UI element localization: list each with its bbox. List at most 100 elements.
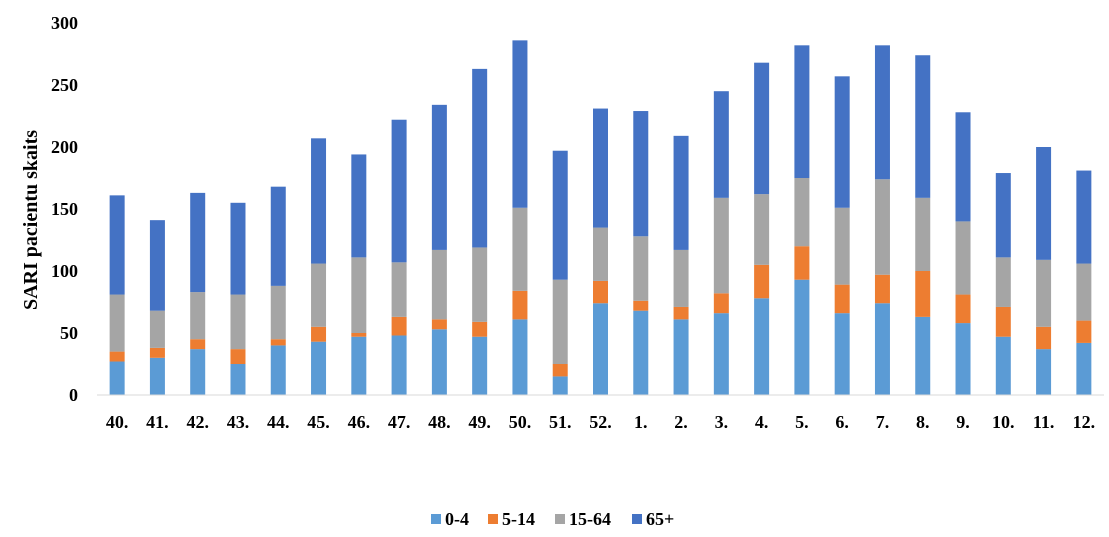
bar-segment-65+ xyxy=(593,108,608,228)
bar-segment-65+ xyxy=(552,150,568,280)
bar-segment-65+ xyxy=(109,195,125,295)
bar-segment-65+ xyxy=(190,192,206,293)
bar-segment-5-14 xyxy=(431,319,447,330)
x-axis-ticks: 40. 41. 42. 43. 44. 45. 46. 47. 48. 49. 50. 51. 52. 1… xyxy=(106,412,1095,432)
bar-segment-5-14 xyxy=(874,274,890,304)
bar-segment-5-14 xyxy=(834,284,850,314)
bar-segment-65+ xyxy=(713,91,729,198)
x-tick-label: 42. xyxy=(186,412,209,432)
bar-segment-65+ xyxy=(311,138,327,264)
x-tick-label: 48. xyxy=(428,412,451,432)
bar-segment-0-4 xyxy=(149,357,165,395)
legend: 0-4 5-14 15-64 65+ xyxy=(431,509,674,529)
bar-segment-5-14 xyxy=(391,316,407,336)
bar-segment-5-14 xyxy=(754,264,770,299)
bar-segment-5-14 xyxy=(713,293,729,314)
bar-segment-5-14 xyxy=(472,321,488,337)
legend-label: 0-4 xyxy=(445,509,469,529)
bar-segment-5-14 xyxy=(673,306,689,320)
bar-segment-0-4 xyxy=(713,313,729,395)
bar-segment-15-64 xyxy=(1036,259,1052,327)
bar-segment-65+ xyxy=(633,111,649,237)
bar-segment-0-4 xyxy=(230,364,246,395)
x-tick-label: 10. xyxy=(992,412,1015,432)
bar-segment-65+ xyxy=(512,40,528,208)
bar-segment-0-4 xyxy=(874,303,890,395)
bar-segment-5-14 xyxy=(109,351,125,362)
y-tick-label: 0 xyxy=(69,385,78,405)
bar-segment-0-4 xyxy=(190,349,206,395)
bar-segment-15-64 xyxy=(431,249,447,320)
x-tick-label: 5. xyxy=(795,412,809,432)
y-tick-label: 300 xyxy=(51,13,78,33)
bar-segment-5-14 xyxy=(512,290,528,320)
bar-segment-15-64 xyxy=(915,197,931,271)
bar-segment-65+ xyxy=(834,76,850,208)
bar-segment-65+ xyxy=(230,202,246,295)
bar-segment-0-4 xyxy=(754,298,770,395)
bar-segment-15-64 xyxy=(713,197,729,294)
bar-segment-5-14 xyxy=(311,326,327,342)
bar-segment-15-64 xyxy=(512,207,528,291)
bar-segment-0-4 xyxy=(270,345,286,395)
x-tick-label: 41. xyxy=(146,412,169,432)
bar-segment-15-64 xyxy=(754,194,770,265)
bar-segment-5-14 xyxy=(149,347,165,358)
legend-swatch-15-64 xyxy=(555,514,565,524)
bar-segment-5-14 xyxy=(1076,320,1092,343)
bar-segment-65+ xyxy=(673,135,689,250)
y-tick-label: 150 xyxy=(51,199,78,219)
bar-segment-5-14 xyxy=(351,333,367,337)
y-tick-label: 100 xyxy=(51,261,78,281)
bar-segment-65+ xyxy=(955,112,971,222)
bar-segment-65+ xyxy=(270,186,286,286)
bar-segment-0-4 xyxy=(391,335,407,395)
bar-segment-65+ xyxy=(472,68,488,248)
y-axis-ticks: 0 50 100 150 200 250 300 xyxy=(51,13,78,405)
bar-segment-15-64 xyxy=(874,179,890,275)
legend-label: 65+ xyxy=(646,509,674,529)
bar-segment-15-64 xyxy=(391,262,407,317)
x-tick-label: 44. xyxy=(267,412,290,432)
x-tick-label: 43. xyxy=(227,412,250,432)
x-tick-label: 2. xyxy=(674,412,688,432)
bar-segment-5-14 xyxy=(955,294,971,324)
bar-segment-15-64 xyxy=(149,310,165,348)
bar-segment-5-14 xyxy=(1036,326,1052,350)
x-tick-label: 1. xyxy=(634,412,648,432)
x-tick-label: 52. xyxy=(589,412,612,432)
bar-segment-15-64 xyxy=(230,294,246,350)
bar-segment-65+ xyxy=(874,45,890,180)
bar-segment-65+ xyxy=(1076,170,1092,264)
bar-segment-65+ xyxy=(391,119,407,263)
bar-segment-0-4 xyxy=(351,336,367,395)
legend-label: 5-14 xyxy=(502,509,535,529)
bar-segment-0-4 xyxy=(311,341,327,395)
legend-swatch-65+ xyxy=(632,514,642,524)
bar-segment-15-64 xyxy=(633,236,649,301)
bar-segment-0-4 xyxy=(955,323,971,395)
y-tick-label: 50 xyxy=(60,323,78,343)
bars-group xyxy=(109,40,1092,395)
x-tick-label: 50. xyxy=(509,412,532,432)
y-axis-label: SARI pacientu skaits xyxy=(20,130,42,310)
bar-segment-65+ xyxy=(915,55,931,198)
y-tick-label: 250 xyxy=(51,75,78,95)
bar-segment-15-64 xyxy=(109,294,125,352)
bar-segment-15-64 xyxy=(1076,263,1092,321)
x-tick-label: 12. xyxy=(1073,412,1096,432)
bar-segment-15-64 xyxy=(593,227,608,281)
bar-segment-15-64 xyxy=(472,247,488,322)
legend-swatch-5-14 xyxy=(488,514,498,524)
bar-segment-5-14 xyxy=(230,349,246,364)
bar-segment-5-14 xyxy=(995,306,1011,337)
x-tick-label: 6. xyxy=(835,412,849,432)
bar-segment-15-64 xyxy=(351,257,367,333)
bar-segment-0-4 xyxy=(552,376,568,395)
bar-segment-15-64 xyxy=(673,249,689,307)
bar-segment-0-4 xyxy=(593,303,608,395)
bar-segment-65+ xyxy=(351,154,367,258)
bar-segment-0-4 xyxy=(834,313,850,395)
bar-segment-0-4 xyxy=(915,316,931,395)
